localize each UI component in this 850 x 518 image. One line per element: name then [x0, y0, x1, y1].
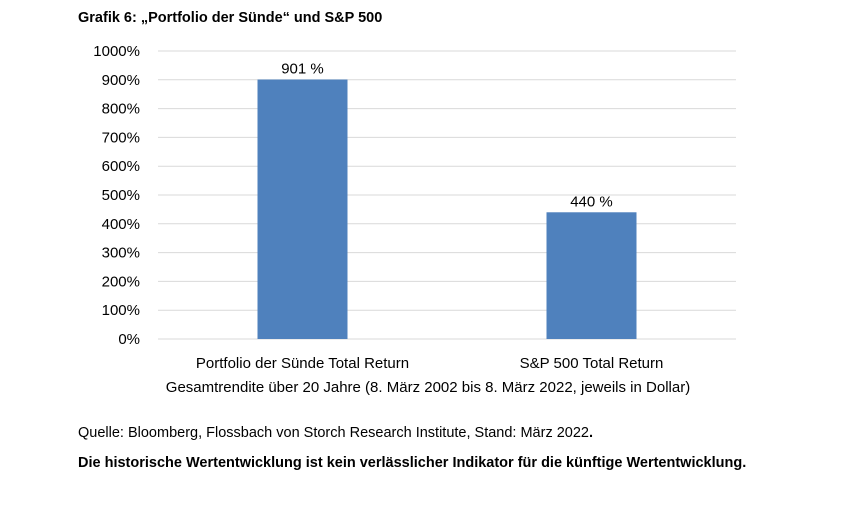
source-text: Quelle: Bloomberg, Flossbach von Storch …	[78, 425, 589, 441]
chart-title: Grafik 6: „Portfolio der Sünde“ und S&P …	[78, 10, 383, 26]
data-label: 901 %	[281, 61, 324, 78]
source-period: .	[588, 425, 594, 441]
data-labels: 901 % 440 %	[281, 61, 613, 211]
x-axis-title: Gesamtrendite über 20 Jahre (8. März 200…	[166, 379, 690, 396]
x-category-label: S&P 500 Total Return	[520, 355, 664, 372]
x-category-label: Portfolio der Sünde Total Return	[196, 355, 409, 372]
y-axis-ticks: 0% 100% 200% 300% 400% 500% 600% 700% 800% 900% 10…	[93, 43, 140, 348]
y-tick-label: 0%	[118, 331, 140, 348]
bar-chart: 0% 100% 200% 300% 400% 500% 600% 700% 800% 900% 10…	[93, 43, 736, 396]
bars	[257, 79, 637, 340]
disclaimer: Die historische Wertentwicklung ist kein…	[78, 455, 747, 471]
y-tick-label: 600%	[102, 158, 140, 175]
y-tick-label: 500%	[102, 187, 140, 204]
y-tick-label: 900%	[102, 72, 140, 89]
bar	[546, 212, 637, 339]
y-tick-label: 800%	[102, 101, 140, 118]
y-tick-label: 1000%	[93, 43, 140, 60]
y-tick-label: 200%	[102, 273, 140, 290]
y-tick-label: 400%	[102, 216, 140, 233]
gridlines	[158, 50, 736, 340]
y-tick-label: 700%	[102, 129, 140, 146]
bar	[257, 79, 348, 340]
y-tick-label: 100%	[102, 302, 140, 319]
source-note: Quelle: Bloomberg, Flossbach von Storch …	[78, 425, 593, 441]
y-tick-label: 300%	[102, 245, 140, 262]
data-label: 440 %	[570, 193, 613, 210]
x-axis-categories: Portfolio der Sünde Total Return S&P 500 …	[196, 355, 663, 372]
